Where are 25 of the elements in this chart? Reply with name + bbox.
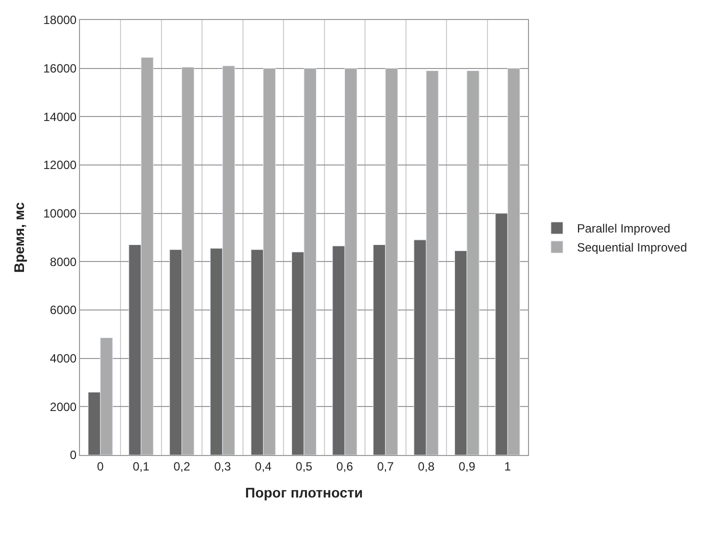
y-tick-label: 4000 bbox=[50, 352, 77, 366]
legend-label: Parallel Improved bbox=[576, 222, 670, 236]
y-tick-label: 6000 bbox=[50, 303, 77, 318]
x-tick-label: 0,7 bbox=[377, 459, 394, 474]
x-axis-title: Порог плотности bbox=[245, 484, 363, 501]
x-tick-label: 0,9 bbox=[458, 459, 476, 474]
x-tick-label: 0 bbox=[97, 459, 104, 474]
y-tick-label: 8000 bbox=[50, 254, 77, 269]
y-tick-label: 14000 bbox=[43, 110, 77, 124]
y-axis-title: Время, мс bbox=[10, 202, 27, 273]
legend-label: Sequential Improved bbox=[576, 240, 688, 255]
x-tick-label: 0,1 bbox=[132, 459, 150, 474]
y-tick-label: 10000 bbox=[43, 206, 77, 221]
x-tick-label: 0,3 bbox=[214, 459, 232, 474]
y-tick-label: 0 bbox=[70, 448, 77, 462]
x-tick-label: 0,6 bbox=[336, 459, 354, 474]
y-tick-label: 18000 bbox=[43, 13, 77, 28]
y-tick-label: 16000 bbox=[43, 62, 77, 76]
x-tick-label: 0,5 bbox=[296, 459, 313, 474]
y-tick-label: 12000 bbox=[43, 158, 77, 172]
x-tick-label: 0,4 bbox=[254, 459, 272, 474]
x-tick-label: 0,8 bbox=[418, 459, 435, 474]
x-tick-label: 1 bbox=[504, 459, 512, 474]
x-tick-label: 0,2 bbox=[173, 459, 190, 474]
y-tick-label: 2000 bbox=[50, 400, 77, 414]
